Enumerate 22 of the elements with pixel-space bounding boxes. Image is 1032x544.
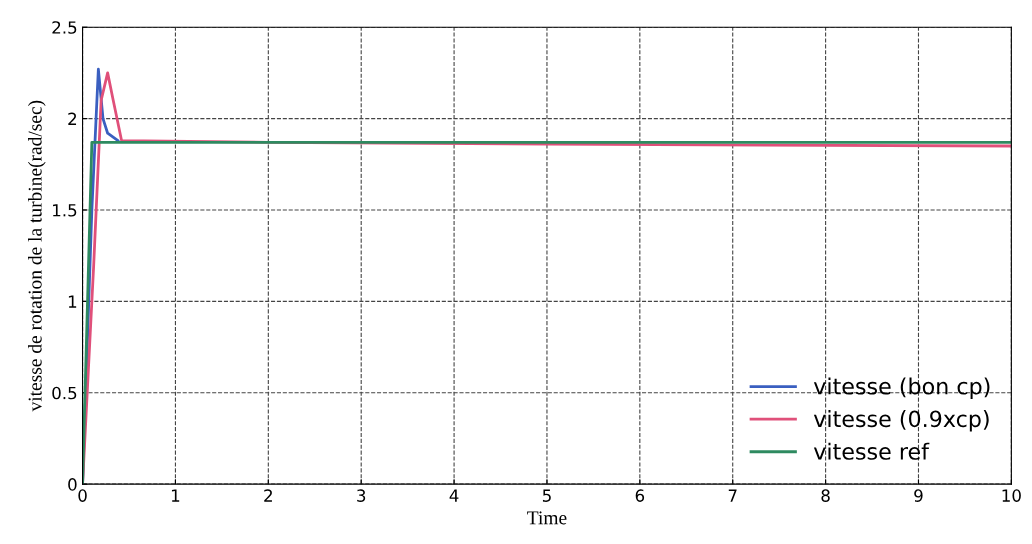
x-tick-label: 0 [78, 489, 87, 502]
x-tick-label: 1 [171, 489, 180, 502]
y-tick-label: 1 [68, 295, 77, 308]
x-tick-label: 5 [542, 489, 551, 502]
x-tick-label: 3 [357, 489, 366, 502]
x-tick-label: 7 [728, 489, 737, 502]
legend-label: vitesse ref [813, 442, 930, 460]
x-axis-title: Time [527, 511, 567, 525]
x-tick-label: 6 [635, 489, 645, 502]
y-tick-label: 2.5 [52, 21, 77, 34]
legend-label: vitesse (bon cp) [813, 377, 990, 399]
x-tick-label: 10 [1002, 489, 1021, 502]
y-tick-label: 1.5 [53, 204, 77, 217]
x-tick-label: 8 [821, 489, 830, 502]
y-tick-label: 2 [68, 112, 77, 125]
x-tick-label: 4 [449, 489, 459, 502]
y-axis-title: vitesse de rotation de la turbine(rad/sec) [28, 100, 46, 412]
y-tick-label: 0.5 [52, 386, 77, 400]
y-tick-label: 0 [68, 478, 77, 491]
x-tick-label: 9 [914, 489, 923, 502]
x-tick-label: 2 [264, 489, 272, 502]
legend-label: vitesse (0.9xcp) [813, 410, 989, 432]
